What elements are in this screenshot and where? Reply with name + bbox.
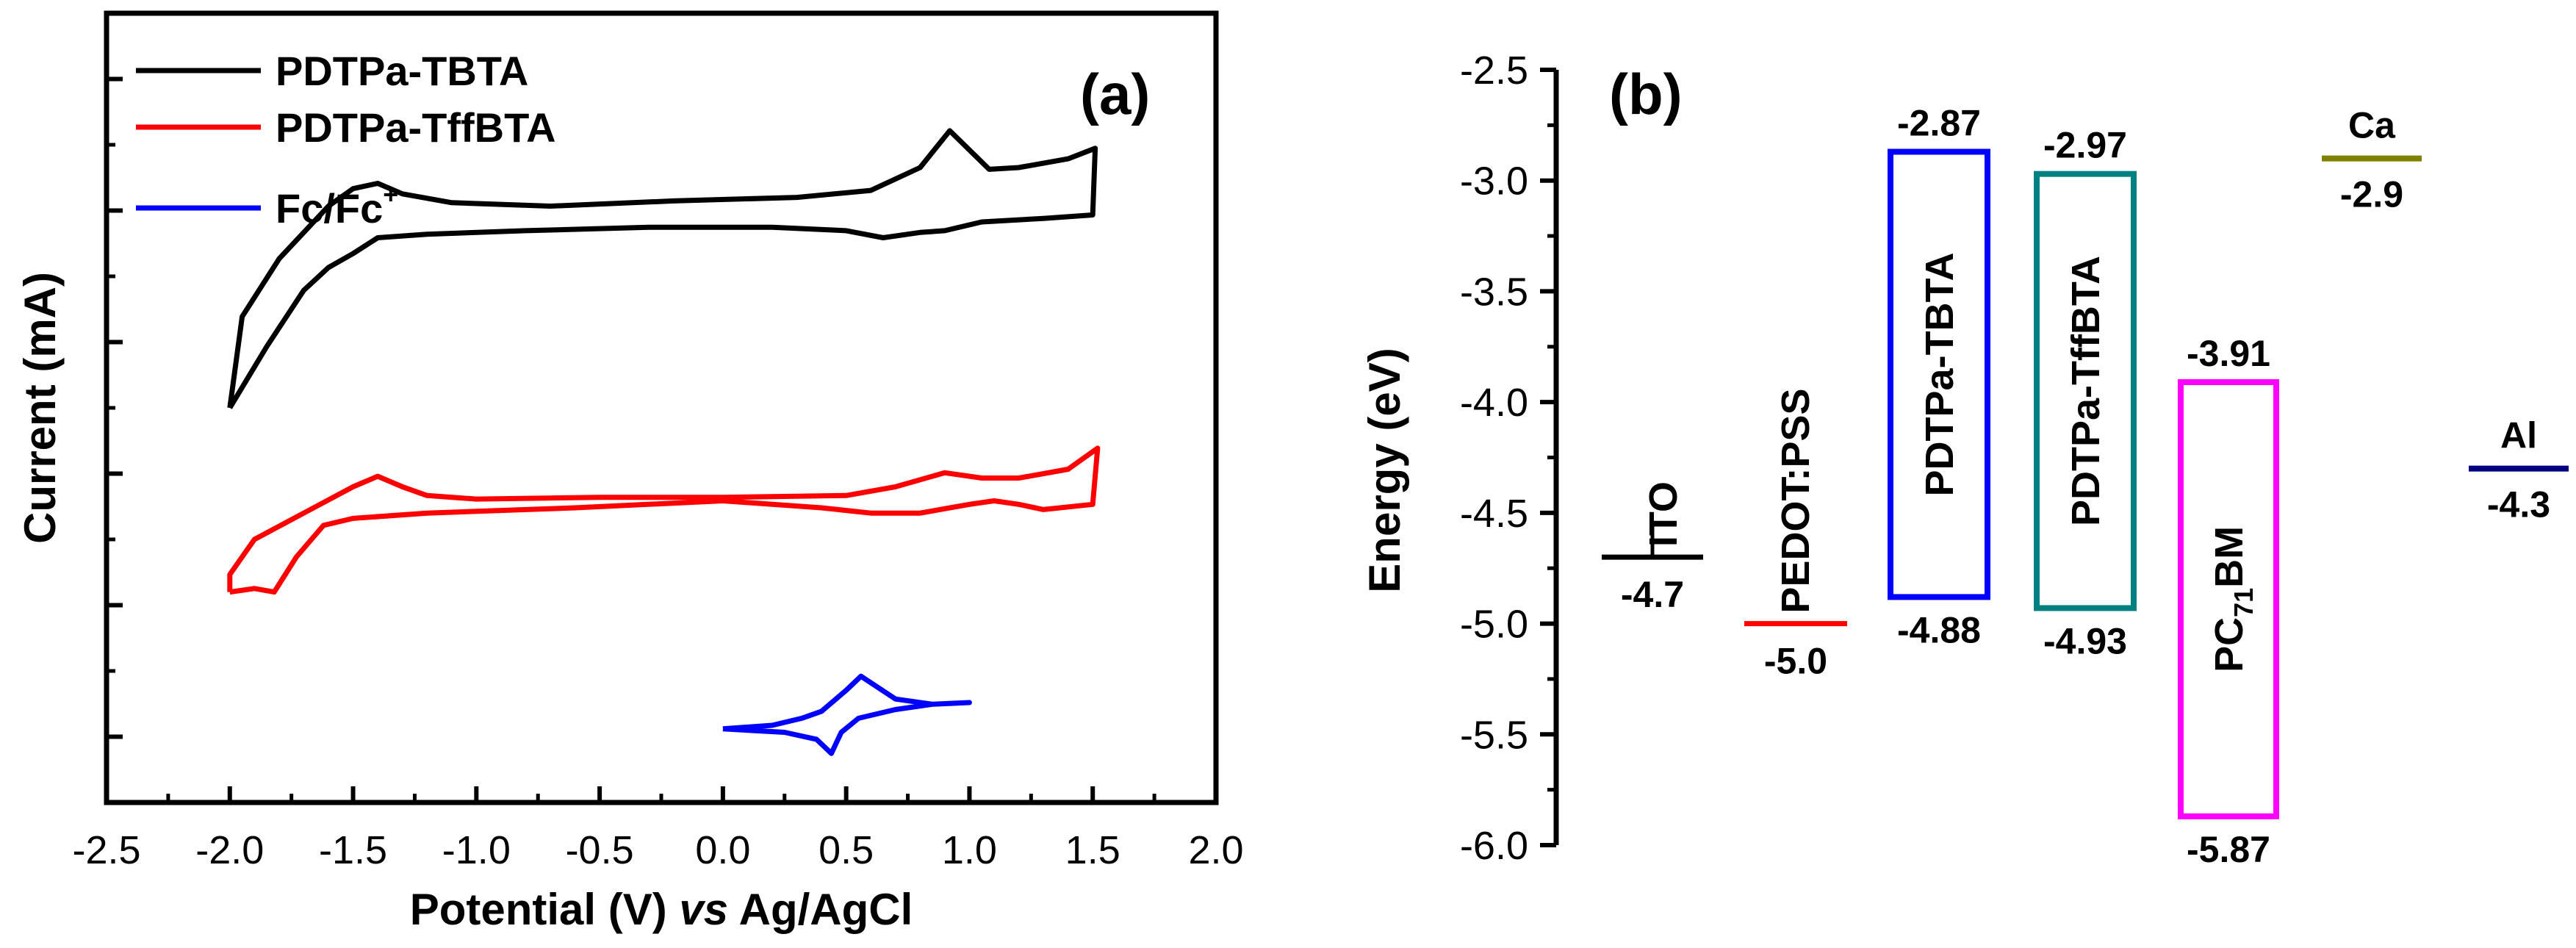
panel-a: -2.5 -2.0 -1.5 -1.0 -0.5 0.0 0.5 1.0 1.5 2.0 PDTP… <box>15 10 1244 934</box>
legend-label-pdtpa-tbta: PDTPa-TBTA <box>276 48 528 94</box>
level-label-pedot-pss: PEDOT:PSS <box>1774 388 1818 613</box>
pc71bm-name-head: PC <box>2207 617 2251 672</box>
level-value-ito: -4.7 <box>1621 574 1684 615</box>
x-tick-label: -0.5 <box>566 828 634 872</box>
energy-tick-label: -4.5 <box>1460 492 1528 536</box>
level-box-pdtpa-tbta <box>1888 148 1990 600</box>
x-axis-title-part-1: Potential (V) <box>410 885 680 934</box>
cv-curve-fc-fc- <box>722 673 972 756</box>
box-name-pdtpa-tffbta: PDTPa-TffBTA <box>2064 256 2108 526</box>
cv-curve-pdtpa-tffbta <box>227 445 1101 595</box>
level-box-pc71bm <box>2178 379 2279 819</box>
x-axis-title-part-2: vs <box>679 885 728 934</box>
panel-a-x-ticks: -2.5 -2.0 -1.5 -1.0 -0.5 0.0 0.5 1.0 1.5 2.0 <box>72 786 1244 872</box>
panel-a-plot-frame <box>104 10 1219 805</box>
homo-label-pdtpa-tbta: -4.88 <box>1897 609 1981 650</box>
lumo-label-pdtpa-tbta: -2.87 <box>1897 103 1981 144</box>
panel-b-y-axis-title: Energy (eV) <box>1360 348 1409 592</box>
energy-tick-label: -3.5 <box>1460 270 1528 314</box>
level-value-al: -4.3 <box>2487 484 2550 525</box>
energy-tick-label: -3.0 <box>1460 159 1528 204</box>
cv-curve-pdtpa-tbta <box>227 128 1098 409</box>
energy-tick-label: -5.5 <box>1460 713 1528 757</box>
panel-b: -2.5 -3.0 -3.5 -4.0 -4.5 -5.0 -5.5 -6.0 Energy … <box>1360 49 2569 870</box>
x-tick-label: 2.0 <box>1188 828 1243 872</box>
x-tick-label: 1.0 <box>942 828 997 872</box>
legend-label-fc: Fc/Fc+ <box>276 179 398 231</box>
level-box-pdtpa-tffbta <box>2034 170 2137 611</box>
panel-a-label: (a) <box>1080 62 1150 126</box>
x-axis-title-part-3: Ag/AgCl <box>728 885 913 934</box>
level-value-pedot-pss: -5.0 <box>1764 641 1827 682</box>
homo-label-pc71bm: -5.87 <box>2187 829 2270 870</box>
x-tick-label: 0.5 <box>819 828 874 872</box>
x-tick-label: -2.0 <box>195 828 264 872</box>
panel-a-y-ticks <box>107 11 123 805</box>
energy-tick-label: -4.0 <box>1460 381 1528 425</box>
x-tick-label: 0.0 <box>695 828 750 872</box>
energy-tick-label: -5.0 <box>1460 603 1528 647</box>
pc71bm-name-tail: BM <box>2207 526 2251 588</box>
homo-label-pdtpa-tffbta: -4.93 <box>2043 620 2127 661</box>
panel-a-y-axis-title: Current (mA) <box>15 272 65 544</box>
lumo-label-pdtpa-tffbta: -2.97 <box>2043 125 2127 166</box>
box-name-pdtpa-tbta: PDTPa-TBTA <box>1918 252 1962 496</box>
x-tick-label: -1.0 <box>442 828 511 872</box>
level-label-ito: ITO <box>1641 481 1685 547</box>
panel-a-series <box>227 128 1101 756</box>
level-label-ca: Ca <box>2348 105 2396 146</box>
legend-label-fc-main: Fc/Fc <box>276 185 383 231</box>
x-tick-label: 1.5 <box>1065 828 1120 872</box>
energy-tick-label: -2.5 <box>1460 49 1528 93</box>
lumo-label-pc71bm: -3.91 <box>2187 333 2270 374</box>
panel-a-legend: PDTPa-TBTA PDTPa-TffBTA Fc/Fc+ <box>136 48 556 231</box>
box-name-pc71bm: PC71BM <box>2207 526 2259 672</box>
panel-b-label: (b) <box>1609 62 1683 126</box>
panel-b-y-ticks: -2.5 -3.0 -3.5 -4.0 -4.5 -5.0 -5.5 -6.0 <box>1460 49 1556 868</box>
level-value-ca: -2.9 <box>2340 174 2403 215</box>
x-tick-label: -2.5 <box>72 828 140 872</box>
x-tick-label: -1.5 <box>319 828 387 872</box>
panel-a-x-axis-title: Potential (V) vs Ag/AgCl <box>410 885 913 934</box>
energy-tick-label: -6.0 <box>1460 824 1528 868</box>
legend-label-fc-sup: + <box>383 179 398 209</box>
pc71bm-name-sub: 71 <box>2228 588 2259 617</box>
legend-label-pdtpa-tffbta: PDTPa-TffBTA <box>276 104 556 151</box>
level-label-al: Al <box>2500 415 2537 456</box>
